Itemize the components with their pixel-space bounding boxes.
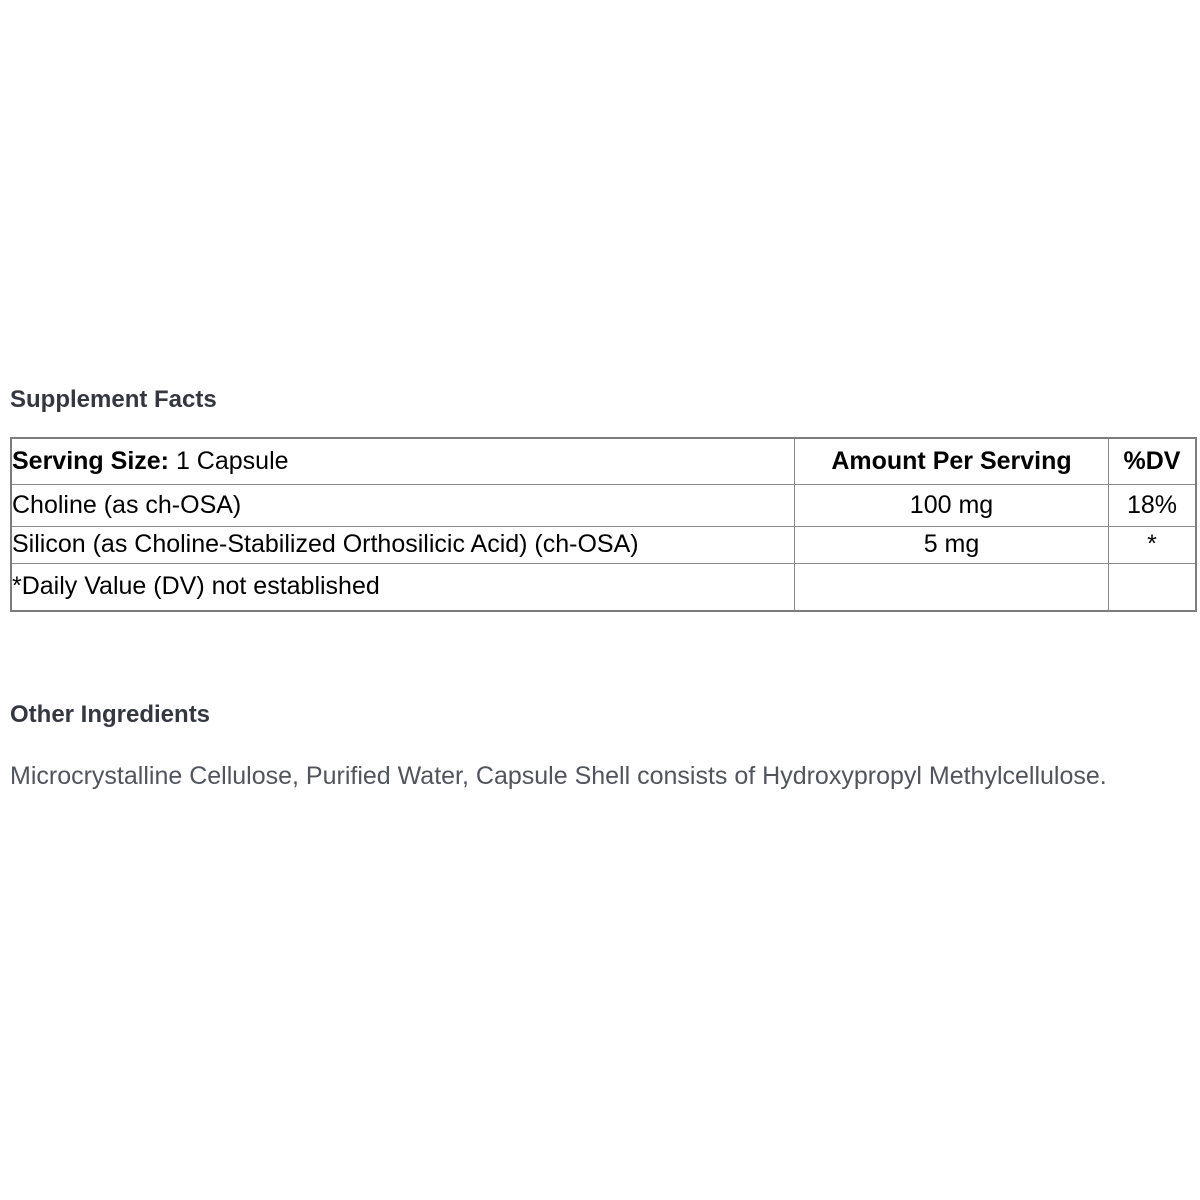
daily-value-footnote: *Daily Value (DV) not established [10, 562, 795, 612]
table-header-row: Serving Size: 1 Capsule Amount Per Servi… [10, 437, 1197, 485]
table-row-footnote: *Daily Value (DV) not established [10, 562, 1197, 612]
serving-size-label: Serving Size: [12, 446, 169, 475]
amount-per-serving-header: Amount Per Serving [794, 437, 1109, 485]
other-ingredients-text: Microcrystalline Cellulose, Purified Wat… [10, 762, 1107, 790]
supplement-facts-table: Serving Size: 1 Capsule Amount Per Servi… [10, 437, 1197, 612]
other-ingredients-title: Other Ingredients [10, 701, 211, 728]
table-row: Silicon (as Choline-Stabilized Orthosili… [10, 525, 1197, 564]
ingredient-name: Silicon (as Choline-Stabilized Orthosili… [10, 525, 795, 564]
ingredient-amount: 100 mg [794, 483, 1109, 527]
serving-size-value: 1 Capsule [175, 446, 289, 475]
supplement-facts-title: Supplement Facts [10, 386, 217, 413]
ingredient-amount: 5 mg [794, 525, 1109, 564]
supplement-label-page: Supplement Facts Serving Size: 1 Capsule… [10, 0, 1197, 791]
empty-amount-cell [794, 562, 1109, 612]
ingredient-dv: * [1108, 525, 1197, 564]
ingredient-dv: 18% [1108, 483, 1197, 527]
serving-size-cell: Serving Size: 1 Capsule [10, 437, 795, 485]
percent-dv-header: %DV [1108, 437, 1197, 485]
empty-dv-cell [1108, 562, 1197, 612]
ingredient-name: Choline (as ch-OSA) [10, 483, 795, 527]
table-row: Choline (as ch-OSA) 100 mg 18% [10, 483, 1197, 527]
